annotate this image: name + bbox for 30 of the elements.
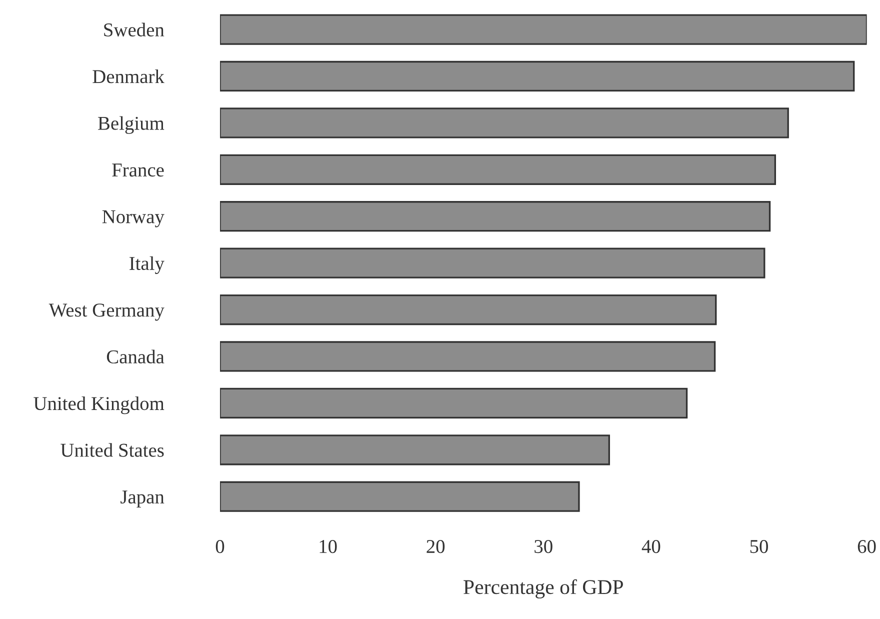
y-tick-label: Italy [130,256,164,274]
y-tick-label: Denmark [92,70,164,84]
y-tick-label: Sweden [104,22,164,36]
x-axis-title: Percentage of GDP [464,579,623,598]
x-tick-label: 10 [320,540,337,554]
x-tick-label: 20 [426,540,445,554]
y-tick-label: Canada [106,350,164,364]
y-tick-label: West Germany [48,304,164,321]
bar [220,434,610,466]
bar [220,108,789,138]
bar [220,14,867,45]
y-tick-label: Japan [120,490,164,508]
bar [220,294,717,326]
bar [220,201,771,232]
x-tick-label: 50 [750,540,768,554]
bar [220,481,580,512]
x-tick-label: 40 [642,540,660,554]
x-tick-label: 30 [534,540,552,554]
x-tick-label: 0 [216,540,224,554]
y-tick-label: Norway [102,210,164,228]
bar [220,60,855,92]
bar [220,388,688,419]
bar [220,154,776,185]
bar [220,341,716,372]
y-tick-label: United States [60,443,164,457]
y-tick-label: France [112,164,164,177]
bar [220,248,766,278]
x-tick-label: 60 [858,540,876,554]
y-tick-label: United Kingdom [34,396,164,414]
y-tick-label: Belgium [98,116,164,134]
